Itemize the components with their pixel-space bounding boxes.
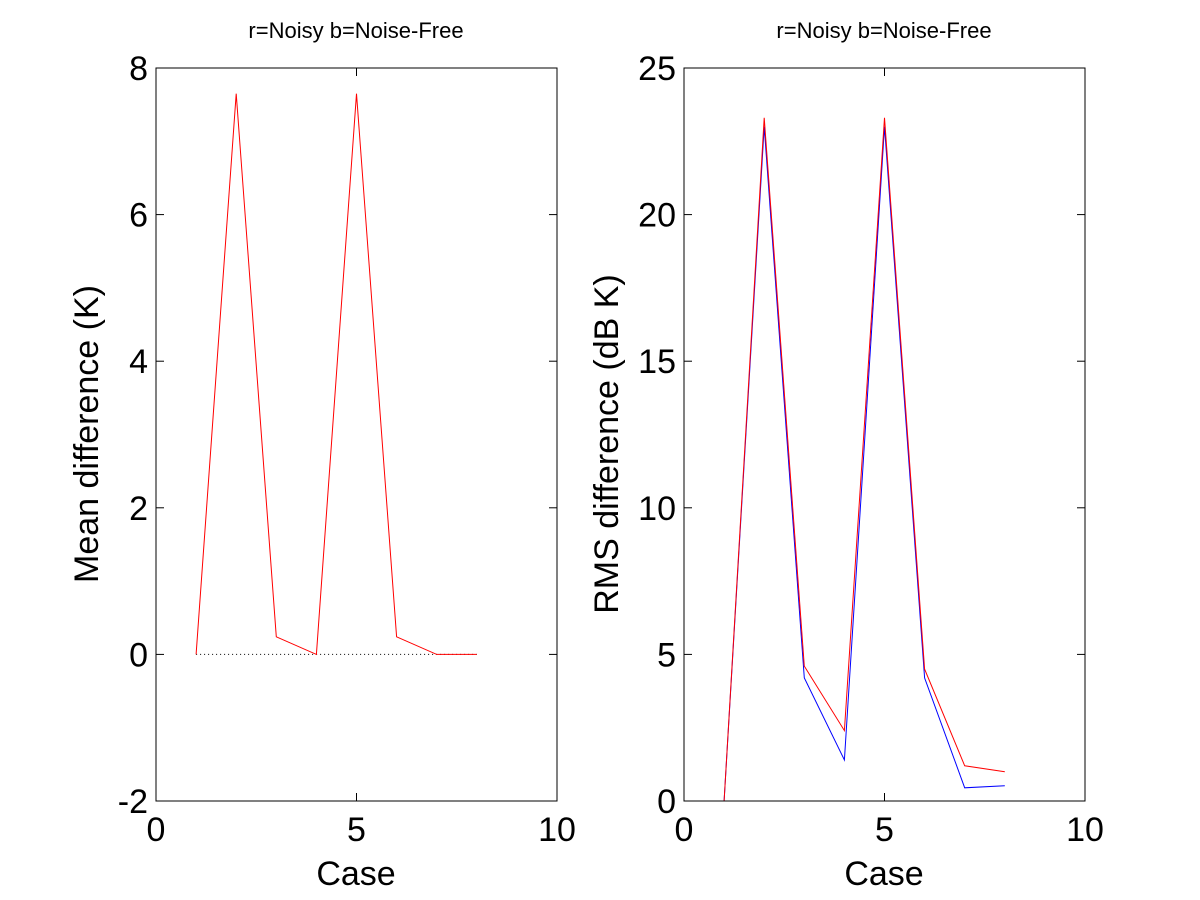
y-tick-label: 2: [129, 490, 148, 528]
y-tick-label: 15: [638, 343, 676, 381]
y-tick-label: 5: [657, 636, 676, 674]
y-tick-label: 6: [129, 197, 148, 235]
y-axis-label: Mean difference (K): [68, 285, 106, 583]
series-line-1: [195, 93, 477, 656]
chart-title: r=Noisy b=Noise-Free: [776, 18, 991, 43]
y-tick-label: 10: [638, 490, 676, 528]
series-line-1: [723, 117, 1005, 802]
y-tick-label: 0: [657, 783, 676, 821]
y-tick-label: 4: [129, 343, 148, 381]
y-tick-label: 8: [129, 50, 148, 88]
y-tick-label: 0: [129, 636, 148, 674]
y-tick-label: -2: [118, 783, 148, 821]
x-axis-label: Case: [844, 855, 923, 893]
x-tick-label: 0: [147, 811, 166, 849]
tick-layer: 0 5 10 0 5 10 15 20 25: [638, 50, 1104, 849]
series-layer: [195, 93, 477, 656]
x-tick-label: 10: [1066, 811, 1104, 849]
x-tick-label: 5: [875, 811, 894, 849]
x-tick-label: 0: [675, 811, 694, 849]
x-tick-label: 10: [538, 811, 576, 849]
y-tick-label: 20: [638, 197, 676, 235]
y-tick-label: 25: [638, 50, 676, 88]
x-axis-label: Case: [316, 855, 395, 893]
series-line-0: [723, 126, 1005, 802]
series-layer: [723, 117, 1005, 802]
rms-difference-chart: r=Noisy b=Noise-Free 0 5 10 0 5 10 15 20 25 Case…: [588, 18, 1104, 893]
x-tick-label: 5: [347, 811, 366, 849]
y-axis-label: RMS difference (dB K): [588, 274, 626, 614]
chart-title: r=Noisy b=Noise-Free: [248, 18, 463, 43]
